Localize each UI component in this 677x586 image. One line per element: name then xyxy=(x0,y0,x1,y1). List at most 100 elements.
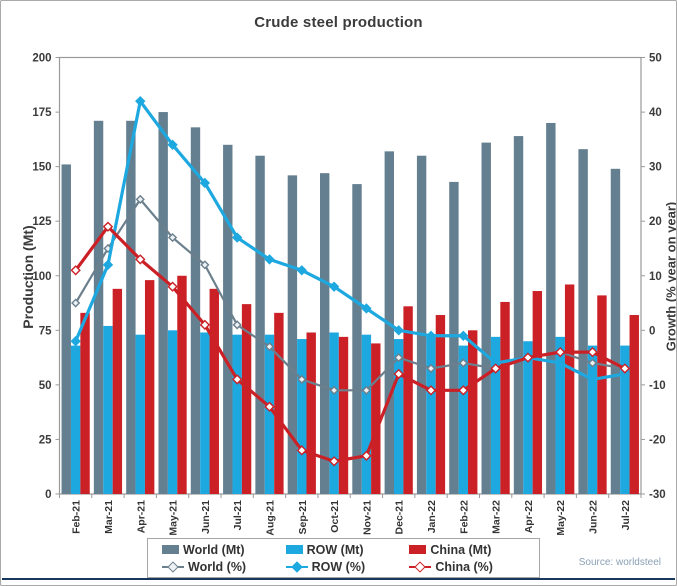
x-tick-label: May-21 xyxy=(168,500,180,536)
marker-world- xyxy=(587,358,598,368)
bar-china-mt- xyxy=(338,336,349,494)
right-tick-label: 40 xyxy=(649,107,662,119)
marker-row- xyxy=(393,325,404,336)
bar-china-mt- xyxy=(403,306,413,494)
line-row- xyxy=(74,99,627,382)
x-tick-label: Mar-21 xyxy=(103,500,115,534)
legend-item-china-mt: China (Mt) xyxy=(409,543,533,557)
bar-world-mt- xyxy=(449,181,459,494)
bar-row-mt- xyxy=(620,345,630,494)
marker-world- xyxy=(329,385,339,395)
marker-china- xyxy=(458,385,469,396)
marker-world- xyxy=(200,260,210,270)
marker-row- xyxy=(619,368,631,380)
bar-china-mt- xyxy=(144,280,155,494)
marker-row- xyxy=(102,259,114,271)
bar-world-mt- xyxy=(610,168,621,494)
bar-row-mt- xyxy=(329,332,339,494)
legend-label: China (%) xyxy=(435,559,493,574)
bar-row-mt- xyxy=(264,334,275,494)
x-tick-label: Dec-21 xyxy=(394,500,406,535)
bar-china-mt- xyxy=(597,295,607,494)
marker-world- xyxy=(264,342,275,352)
legend-item-world-mt: World (Mt) xyxy=(162,543,286,557)
bar-world-mt- xyxy=(352,184,362,494)
left-tick-label: 200 xyxy=(32,53,51,65)
marker-world- xyxy=(394,353,404,363)
world-mt-swatch xyxy=(162,545,179,554)
bar-row-mt- xyxy=(200,332,210,494)
bar-world-mt- xyxy=(93,120,104,494)
legend-label: ROW (Mt) xyxy=(306,542,364,557)
marker-world- xyxy=(71,298,81,308)
marker-china- xyxy=(296,445,307,456)
marker-china- xyxy=(102,221,114,232)
left-axis-title: Production (Mt) xyxy=(20,225,36,329)
marker-row- xyxy=(361,303,372,314)
bar-world-mt- xyxy=(287,175,298,495)
marker-row- xyxy=(555,357,566,369)
marker-china- xyxy=(167,281,178,292)
left-tick-label: 50 xyxy=(39,380,52,392)
left-tick-label: 25 xyxy=(39,434,52,446)
china-pct-swatch xyxy=(409,560,432,573)
marker-china- xyxy=(361,450,372,461)
marker-china- xyxy=(522,352,534,363)
x-tick-label: Aug-21 xyxy=(264,500,276,536)
bar-world-mt- xyxy=(416,155,427,494)
x-tick-label: Apr-21 xyxy=(135,500,147,533)
bar-world-mt- xyxy=(513,136,524,494)
x-tick-label: Nov-21 xyxy=(361,500,373,535)
bar-china-mt- xyxy=(468,330,478,494)
bar-row-mt- xyxy=(167,330,178,494)
bar-china-mt- xyxy=(112,288,123,494)
marker-world- xyxy=(361,385,371,395)
chart-title: Crude steel production xyxy=(254,14,423,31)
bar-china-mt- xyxy=(274,312,284,494)
marker-world- xyxy=(167,232,178,243)
marker-row- xyxy=(135,95,146,107)
marker-row- xyxy=(296,265,307,276)
marker-china- xyxy=(231,374,243,385)
left-tick-label: 100 xyxy=(32,271,51,283)
x-tick-label: Feb-21 xyxy=(71,500,83,534)
right-tick-label: 10 xyxy=(649,271,662,283)
bar-china-mt- xyxy=(629,315,639,494)
bar-china-mt- xyxy=(500,301,510,494)
marker-row- xyxy=(264,254,275,265)
marker-row- xyxy=(70,336,81,347)
x-tick-label: Jun-21 xyxy=(200,500,212,534)
marker-world- xyxy=(135,194,145,204)
marker-row- xyxy=(231,232,243,243)
right-tick-label: 50 xyxy=(649,53,662,65)
legend-item-china-pct: China (%) xyxy=(409,560,533,574)
legend-item-world-pct: World (%) xyxy=(162,560,286,574)
legend: World (Mt) ROW (Mt) China (Mt) World (%)… xyxy=(147,538,540,578)
china-mt-swatch xyxy=(409,545,427,554)
marker-china- xyxy=(264,401,275,412)
x-tick-label: May-22 xyxy=(555,500,567,536)
bar-row-mt- xyxy=(232,334,242,494)
bar-row-mt- xyxy=(523,341,533,494)
bar-row-mt- xyxy=(490,336,501,494)
legend-label: World (%) xyxy=(188,559,247,574)
marker-china- xyxy=(425,385,437,396)
bar-china-mt- xyxy=(209,288,219,494)
bar-world-mt- xyxy=(578,149,588,495)
legend-label: China (Mt) xyxy=(430,542,492,557)
x-tick-label: Jan-22 xyxy=(426,500,438,533)
x-tick-label: Jun-22 xyxy=(588,500,600,534)
right-tick-label: 0 xyxy=(649,325,655,337)
marker-china- xyxy=(490,363,501,374)
bottom-accent-rule xyxy=(2,578,675,580)
bar-world-mt- xyxy=(158,112,168,494)
marker-china- xyxy=(328,456,340,467)
row-mt-swatch xyxy=(285,545,303,554)
bar-world-mt- xyxy=(126,120,136,494)
world-pct-swatch xyxy=(162,560,184,573)
bar-world-mt- xyxy=(319,173,330,495)
bar-row-mt- xyxy=(361,334,372,494)
x-tick-label: Feb-22 xyxy=(458,500,470,534)
bar-world-mt- xyxy=(190,127,201,494)
